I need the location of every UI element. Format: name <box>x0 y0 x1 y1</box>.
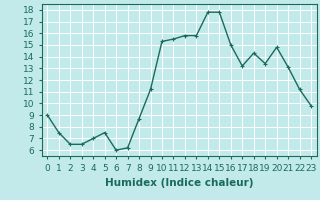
X-axis label: Humidex (Indice chaleur): Humidex (Indice chaleur) <box>105 178 253 188</box>
